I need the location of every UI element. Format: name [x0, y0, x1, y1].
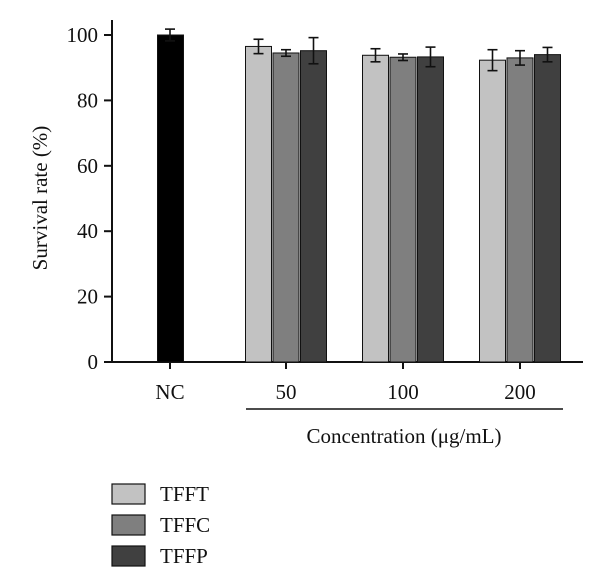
- bar-tffc-100: [389, 56, 417, 363]
- legend-swatch-tffc: [111, 514, 146, 536]
- y-axis-title: Survival rate (%): [28, 126, 52, 271]
- bar-tffp-50: [300, 50, 327, 363]
- axes: 0 20 40 60 80 100 NC 50 100 200: [67, 20, 583, 404]
- y-tick-label: 0: [88, 350, 99, 374]
- legend-label-tfft: TFFT: [160, 482, 209, 506]
- error-bars: [165, 28, 553, 72]
- x-tick-label: 200: [504, 380, 536, 404]
- bar-tfft-100: [362, 54, 389, 363]
- legend: TFFT TFFC TFFP: [111, 482, 210, 568]
- x-tick-label: 100: [387, 380, 419, 404]
- bar-tffc-50: [272, 52, 300, 363]
- bar-nc: [157, 34, 184, 363]
- bars: [157, 34, 561, 363]
- bar-tffp-100: [417, 56, 444, 363]
- legend-label-tffp: TFFP: [160, 544, 208, 568]
- x-tick-label: 50: [276, 380, 297, 404]
- y-tick-label: 20: [77, 285, 98, 309]
- y-tick-label: 40: [77, 219, 98, 243]
- bar-tffc-200: [506, 57, 534, 363]
- x-axis-title: Concentration (μg/mL): [307, 424, 502, 448]
- legend-label-tffc: TFFC: [160, 513, 210, 537]
- x-tick-label-nc: NC: [155, 380, 184, 404]
- y-tick-label: 60: [77, 154, 98, 178]
- bar-tffp-200: [534, 54, 561, 363]
- bar-tfft-50: [245, 45, 272, 363]
- legend-swatch-tffp: [111, 545, 146, 567]
- y-tick-label: 100: [67, 23, 99, 47]
- legend-swatch-tfft: [111, 483, 146, 505]
- y-tick-label: 80: [77, 88, 98, 112]
- bar-tfft-200: [479, 59, 506, 363]
